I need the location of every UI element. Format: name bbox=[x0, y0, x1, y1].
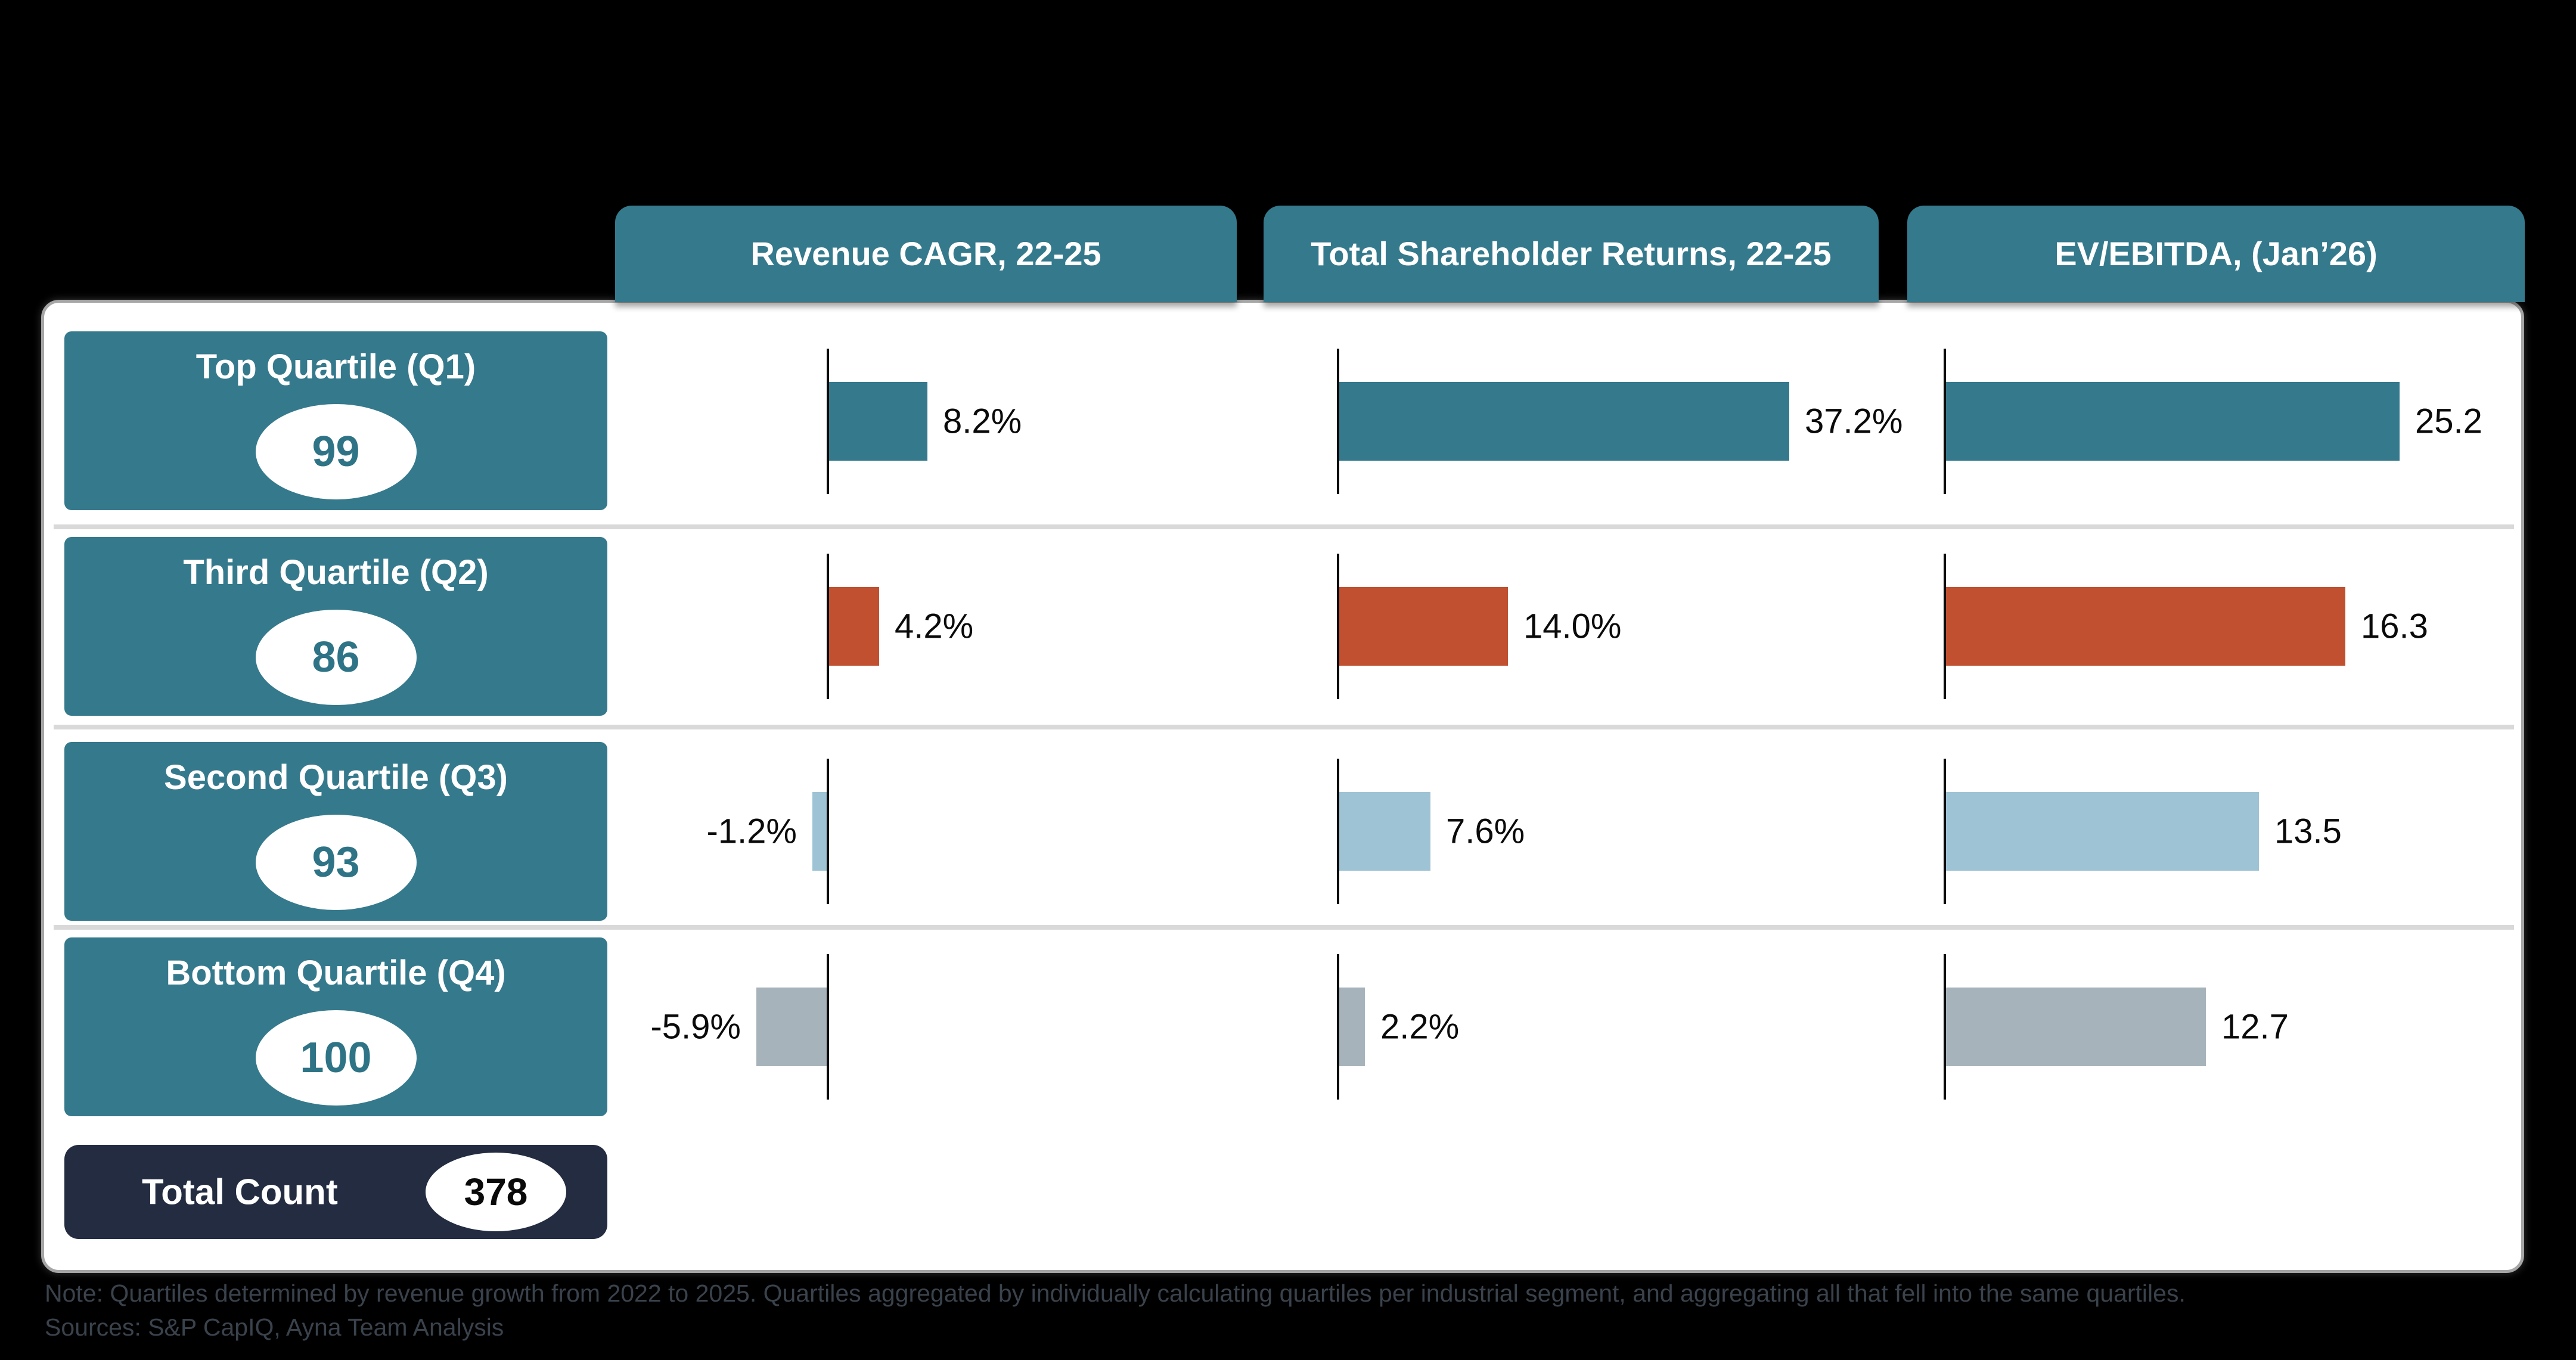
bar-value-label-ev-ebitda-q3: 13.5 bbox=[2274, 812, 2342, 851]
chart-layer: 8.2% 4.2% -1.2% -5.9% 37.2% 14.0% 7.6% 2.2% 25.2… bbox=[44, 303, 2521, 1270]
axis-line-revenue-cagr-q4 bbox=[827, 954, 829, 1100]
bar-value-label-tsr-q2: 14.0% bbox=[1523, 607, 1622, 646]
axis-line-ev-ebitda-q1 bbox=[1944, 349, 1946, 494]
bar-value-label-ev-ebitda-q2: 16.3 bbox=[2361, 607, 2428, 646]
row-label-top-quartile: Top Quartile (Q1) 99 bbox=[64, 331, 607, 510]
bar-revenue-cagr-q2 bbox=[828, 587, 879, 666]
quartile-title: Third Quartile (Q2) bbox=[183, 553, 489, 592]
bar-value-label-tsr-q1: 37.2% bbox=[1805, 402, 1903, 441]
total-count-value: 378 bbox=[464, 1170, 528, 1213]
axis-line-tsr-q4 bbox=[1337, 954, 1339, 1100]
footnote: Note: Quartiles determined by revenue gr… bbox=[45, 1277, 2186, 1344]
bar-ev-ebitda-q1 bbox=[1945, 382, 2400, 461]
bar-value-label-revenue-cagr-q3: -1.2% bbox=[706, 812, 797, 851]
chart-panel: Top Quartile (Q1) 99 Third Quartile (Q2)… bbox=[41, 300, 2524, 1273]
bar-ev-ebitda-q2 bbox=[1945, 587, 2345, 666]
bar-ev-ebitda-q4 bbox=[1945, 988, 2206, 1066]
axis-line-ev-ebitda-q2 bbox=[1944, 554, 1946, 699]
count-badge: 99 bbox=[255, 404, 417, 499]
count-value: 93 bbox=[312, 839, 360, 886]
bar-value-label-tsr-q3: 7.6% bbox=[1446, 812, 1525, 851]
axis-line-revenue-cagr-q1 bbox=[827, 349, 829, 494]
count-value: 100 bbox=[300, 1034, 372, 1082]
bar-value-label-revenue-cagr-q4: -5.9% bbox=[650, 1007, 741, 1047]
row-label-third-quartile: Third Quartile (Q2) 86 bbox=[64, 537, 607, 716]
count-value: 86 bbox=[312, 634, 360, 681]
axis-line-tsr-q3 bbox=[1337, 759, 1339, 904]
bar-value-label-ev-ebitda-q1: 25.2 bbox=[2415, 402, 2482, 441]
quartile-title: Top Quartile (Q1) bbox=[195, 347, 476, 386]
column-header-label: Total Shareholder Returns, 22-25 bbox=[1311, 234, 1832, 272]
bar-revenue-cagr-q4 bbox=[756, 988, 828, 1066]
footnote-sources: Sources: S&P CapIQ, Ayna Team Analysis bbox=[45, 1313, 504, 1341]
bar-revenue-cagr-q1 bbox=[828, 382, 927, 461]
axis-line-tsr-q1 bbox=[1337, 349, 1339, 494]
bar-revenue-cagr-q3 bbox=[812, 792, 828, 871]
row-label-second-quartile: Second Quartile (Q3) 93 bbox=[64, 742, 607, 921]
bar-ev-ebitda-q3 bbox=[1945, 792, 2259, 871]
row-separator bbox=[54, 925, 2514, 930]
bar-value-label-revenue-cagr-q1: 8.2% bbox=[943, 402, 1022, 441]
bar-value-label-revenue-cagr-q2: 4.2% bbox=[895, 607, 974, 646]
row-label-bottom-quartile: Bottom Quartile (Q4) 100 bbox=[64, 937, 607, 1116]
column-header-label: Revenue CAGR, 22-25 bbox=[750, 234, 1101, 272]
quartile-title: Bottom Quartile (Q4) bbox=[166, 954, 506, 992]
footnote-note: Note: Quartiles determined by revenue gr… bbox=[45, 1280, 2186, 1307]
axis-line-ev-ebitda-q4 bbox=[1944, 954, 1946, 1100]
bar-tsr-q4 bbox=[1338, 988, 1365, 1066]
bar-tsr-q2 bbox=[1338, 587, 1508, 666]
column-header-label: EV/EBITDA, (Jan’26) bbox=[2054, 234, 2378, 272]
column-header-total-shareholder-returns: Total Shareholder Returns, 22-25 bbox=[1264, 206, 1879, 302]
total-count-badge: 378 bbox=[426, 1153, 566, 1231]
column-header-revenue-cagr: Revenue CAGR, 22-25 bbox=[615, 206, 1237, 302]
column-header-ev-ebitda: EV/EBITDA, (Jan’26) bbox=[1907, 206, 2525, 302]
count-value: 99 bbox=[312, 428, 360, 476]
bar-value-label-ev-ebitda-q4: 12.7 bbox=[2221, 1007, 2289, 1047]
row-separator bbox=[54, 725, 2514, 729]
axis-line-ev-ebitda-q3 bbox=[1944, 759, 1946, 904]
count-badge: 93 bbox=[255, 815, 417, 910]
total-count-row: Total Count 378 bbox=[64, 1145, 607, 1239]
quartile-title: Second Quartile (Q3) bbox=[164, 758, 508, 797]
row-separator bbox=[54, 524, 2514, 529]
bar-value-label-tsr-q4: 2.2% bbox=[1380, 1007, 1460, 1047]
bar-tsr-q3 bbox=[1338, 792, 1430, 871]
count-badge: 100 bbox=[255, 1010, 417, 1106]
count-badge: 86 bbox=[255, 610, 417, 705]
axis-line-revenue-cagr-q2 bbox=[827, 554, 829, 699]
bar-tsr-q1 bbox=[1338, 382, 1789, 461]
total-count-label: Total Count bbox=[142, 1172, 338, 1212]
axis-line-tsr-q2 bbox=[1337, 554, 1339, 699]
axis-line-revenue-cagr-q3 bbox=[827, 759, 829, 904]
